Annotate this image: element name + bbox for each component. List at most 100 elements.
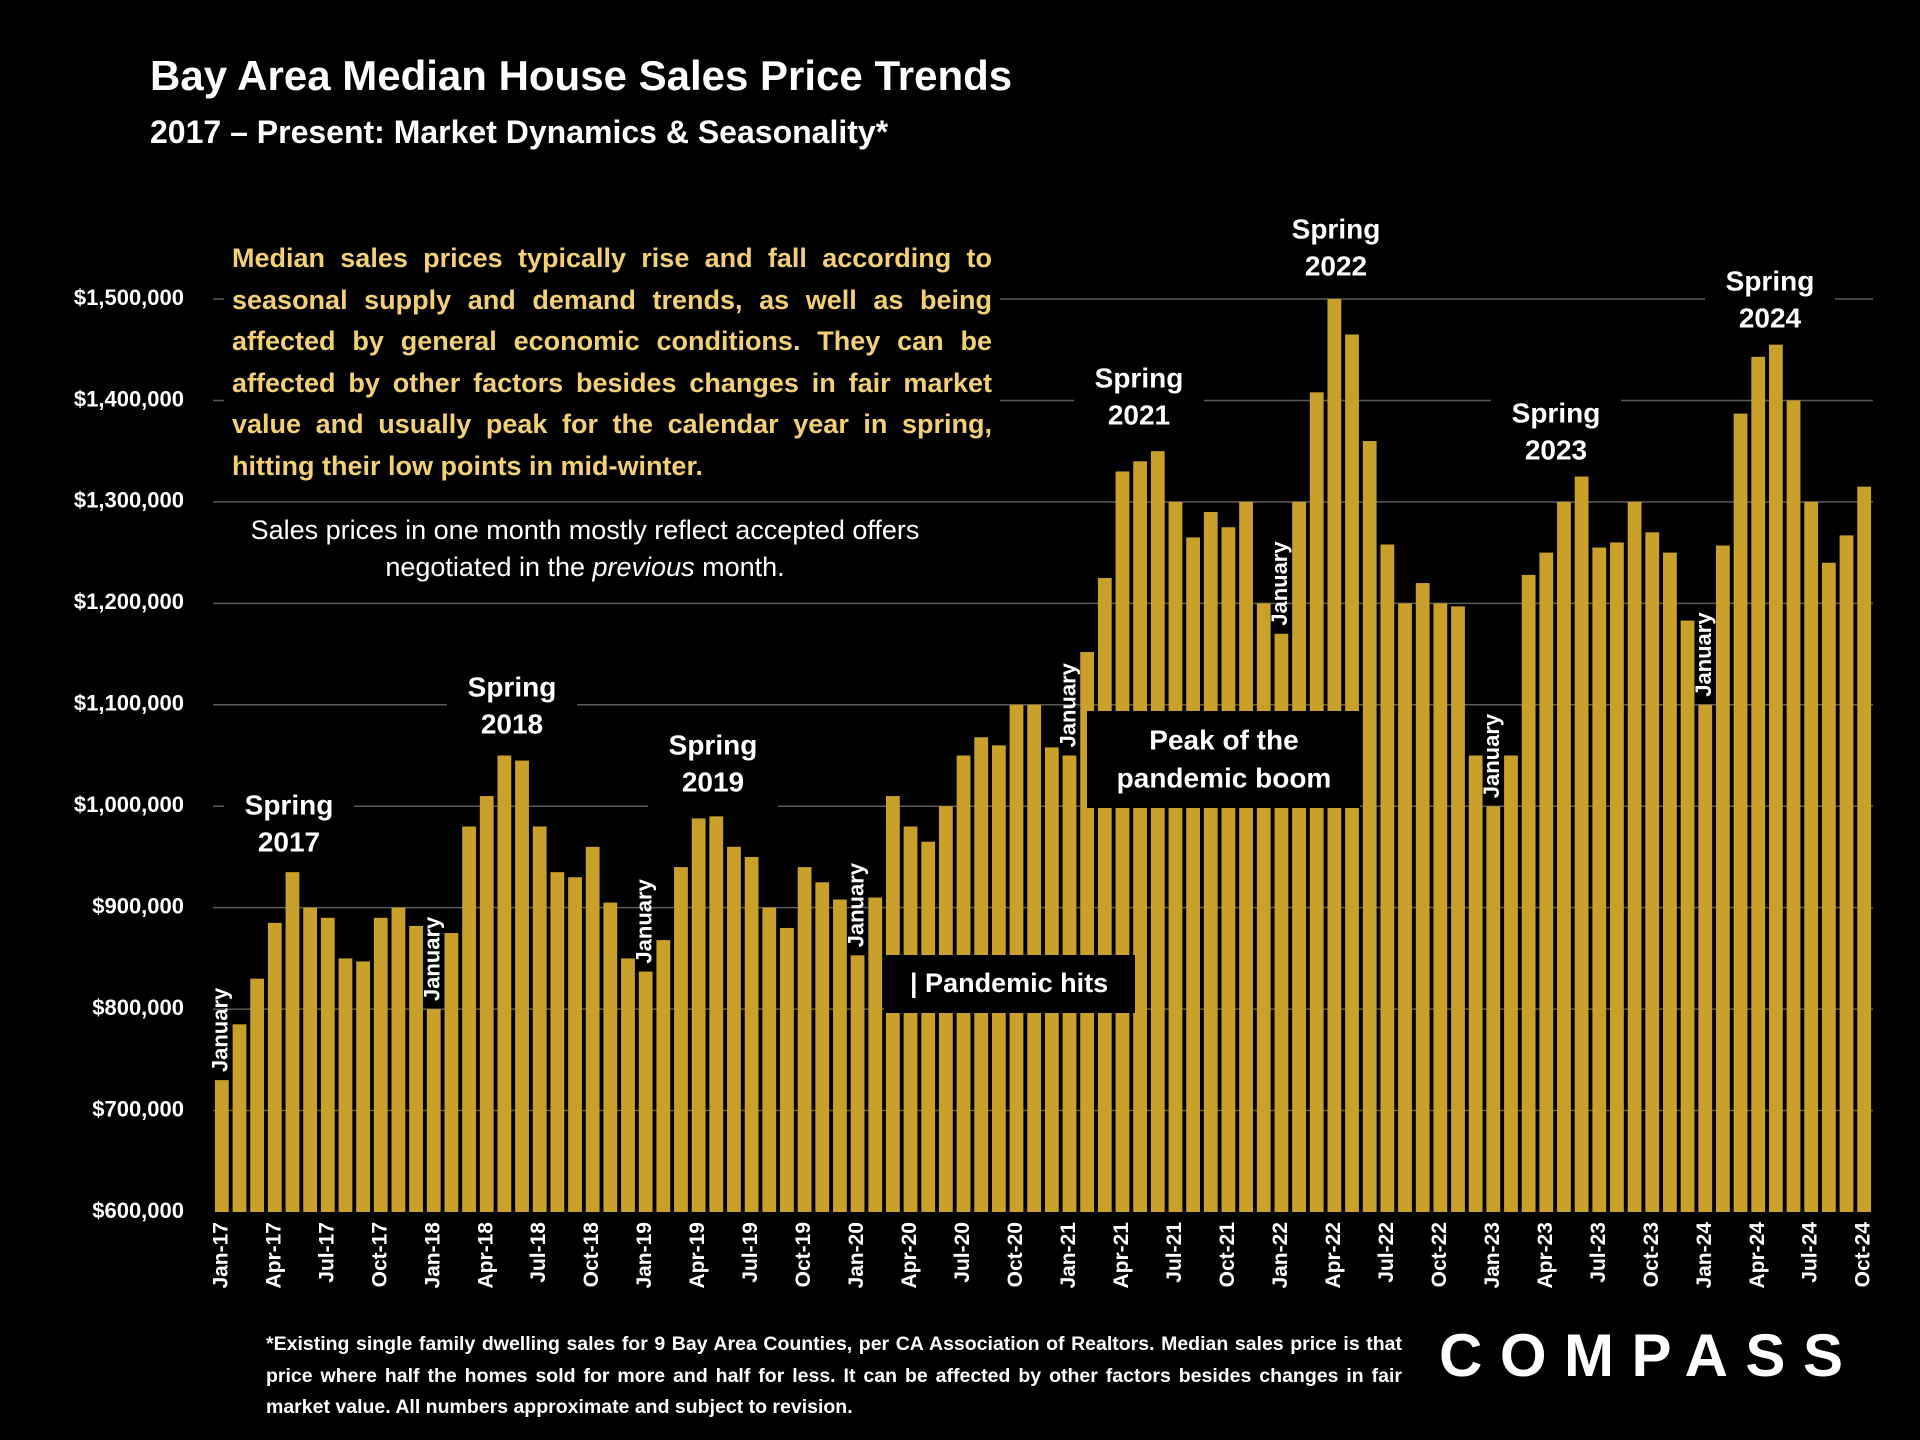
chart-title: Bay Area Median House Sales Price Trends	[150, 52, 1013, 99]
x-tick-label: Jan-17	[209, 1222, 232, 1289]
bar	[1292, 501, 1306, 1212]
y-tick-label: $1,300,000	[74, 488, 184, 513]
lag-note-text: month.	[694, 552, 785, 582]
bar	[921, 841, 936, 1212]
bar	[1786, 400, 1801, 1212]
bar	[1486, 806, 1501, 1212]
x-tick-label: Jul-20	[951, 1222, 974, 1283]
bar	[674, 867, 688, 1212]
bar	[338, 958, 353, 1212]
bar	[356, 961, 370, 1212]
y-tick-label: $900,000	[92, 893, 184, 918]
january-label: January	[631, 878, 656, 963]
bar	[1150, 451, 1165, 1213]
bar	[797, 867, 812, 1212]
x-tick-label: Oct-21	[1216, 1222, 1239, 1288]
bar	[214, 1080, 229, 1212]
spring-label: Spring	[1095, 362, 1184, 393]
bar	[409, 925, 423, 1212]
x-tick-label: Apr-20	[898, 1222, 921, 1289]
y-tick-label: $800,000	[92, 995, 184, 1020]
x-tick-label: Oct-24	[1852, 1222, 1875, 1288]
bar	[285, 872, 300, 1212]
pandemic-label: | Pandemic hits	[910, 968, 1108, 998]
x-tick-label: Oct-20	[1004, 1222, 1027, 1287]
x-tick-label: Jul-22	[1375, 1222, 1398, 1283]
chart-subtitle: 2017 – Present: Market Dynamics & Season…	[150, 114, 889, 150]
bar	[727, 846, 741, 1212]
spring-label: 2019	[682, 766, 744, 797]
bar	[656, 940, 671, 1212]
x-tick-label: Jan-18	[421, 1222, 444, 1289]
bar	[568, 877, 582, 1212]
bar	[515, 760, 529, 1212]
bar	[1115, 471, 1130, 1212]
annotation-box	[884, 955, 1135, 1013]
spring-label: 2023	[1525, 434, 1587, 465]
bar	[267, 922, 282, 1212]
y-tick-label: $1,000,000	[74, 792, 184, 817]
x-tick-label: Jan-22	[1269, 1222, 1292, 1289]
bar	[585, 846, 600, 1212]
y-tick-label: $1,500,000	[74, 285, 184, 310]
peak-label: pandemic boom	[1117, 762, 1332, 793]
x-tick-label: Apr-22	[1322, 1222, 1345, 1289]
bar	[1680, 620, 1695, 1212]
bar	[479, 796, 494, 1212]
bar	[1592, 547, 1607, 1212]
x-tick-label: Jul-23	[1587, 1222, 1610, 1283]
spring-label: Spring	[468, 671, 557, 702]
bar	[1733, 413, 1748, 1213]
bar	[1433, 603, 1448, 1212]
bar	[1504, 755, 1518, 1212]
bar	[1221, 527, 1236, 1212]
y-tick-label: $1,100,000	[74, 691, 184, 716]
bar	[426, 1009, 441, 1212]
bar	[550, 872, 565, 1212]
bar	[691, 818, 706, 1212]
x-tick-label: Oct-19	[792, 1222, 815, 1287]
bar	[320, 917, 335, 1212]
y-tick-label: $1,200,000	[74, 589, 184, 614]
x-tick-label: Jul-24	[1799, 1222, 1822, 1283]
x-tick-label: Jan-24	[1693, 1222, 1716, 1289]
bar	[1768, 344, 1783, 1212]
january-label: January	[1691, 612, 1716, 697]
bar	[1804, 501, 1819, 1212]
bar	[1415, 583, 1430, 1212]
bar	[1539, 552, 1554, 1212]
label-backing	[1491, 393, 1621, 475]
lag-note-text: Sales prices in one month mostly reflect…	[250, 515, 920, 582]
y-tick-label: $1,400,000	[74, 386, 184, 411]
lag-note: Sales prices in one month mostly reflect…	[240, 512, 930, 590]
label-backing	[447, 667, 577, 749]
bar	[762, 907, 777, 1212]
description-box	[224, 236, 1000, 482]
x-tick-label: Apr-23	[1534, 1222, 1557, 1289]
y-tick-label: $700,000	[92, 1096, 184, 1121]
bar	[1133, 461, 1148, 1212]
bar	[744, 856, 759, 1212]
x-tick-label: Oct-18	[580, 1222, 603, 1288]
x-tick-label: Jul-17	[315, 1222, 338, 1283]
spring-label: 2017	[258, 826, 320, 857]
january-label: January	[1479, 713, 1504, 798]
bar	[1468, 755, 1483, 1212]
x-tick-label: Jan-23	[1481, 1222, 1504, 1289]
label-backing	[1074, 358, 1204, 440]
bar	[1627, 501, 1642, 1212]
january-label: January	[1267, 541, 1292, 626]
bar	[1380, 544, 1395, 1212]
x-tick-label: Apr-21	[1110, 1222, 1133, 1289]
x-tick-label: Jul-18	[527, 1222, 550, 1283]
bar	[373, 917, 388, 1212]
bar	[1186, 537, 1200, 1212]
bar	[1451, 606, 1465, 1212]
y-tick-label: $600,000	[92, 1198, 184, 1223]
bar	[1857, 486, 1872, 1212]
bar	[833, 899, 847, 1212]
bar	[462, 826, 476, 1212]
bar	[391, 907, 406, 1212]
bar	[1698, 704, 1713, 1212]
